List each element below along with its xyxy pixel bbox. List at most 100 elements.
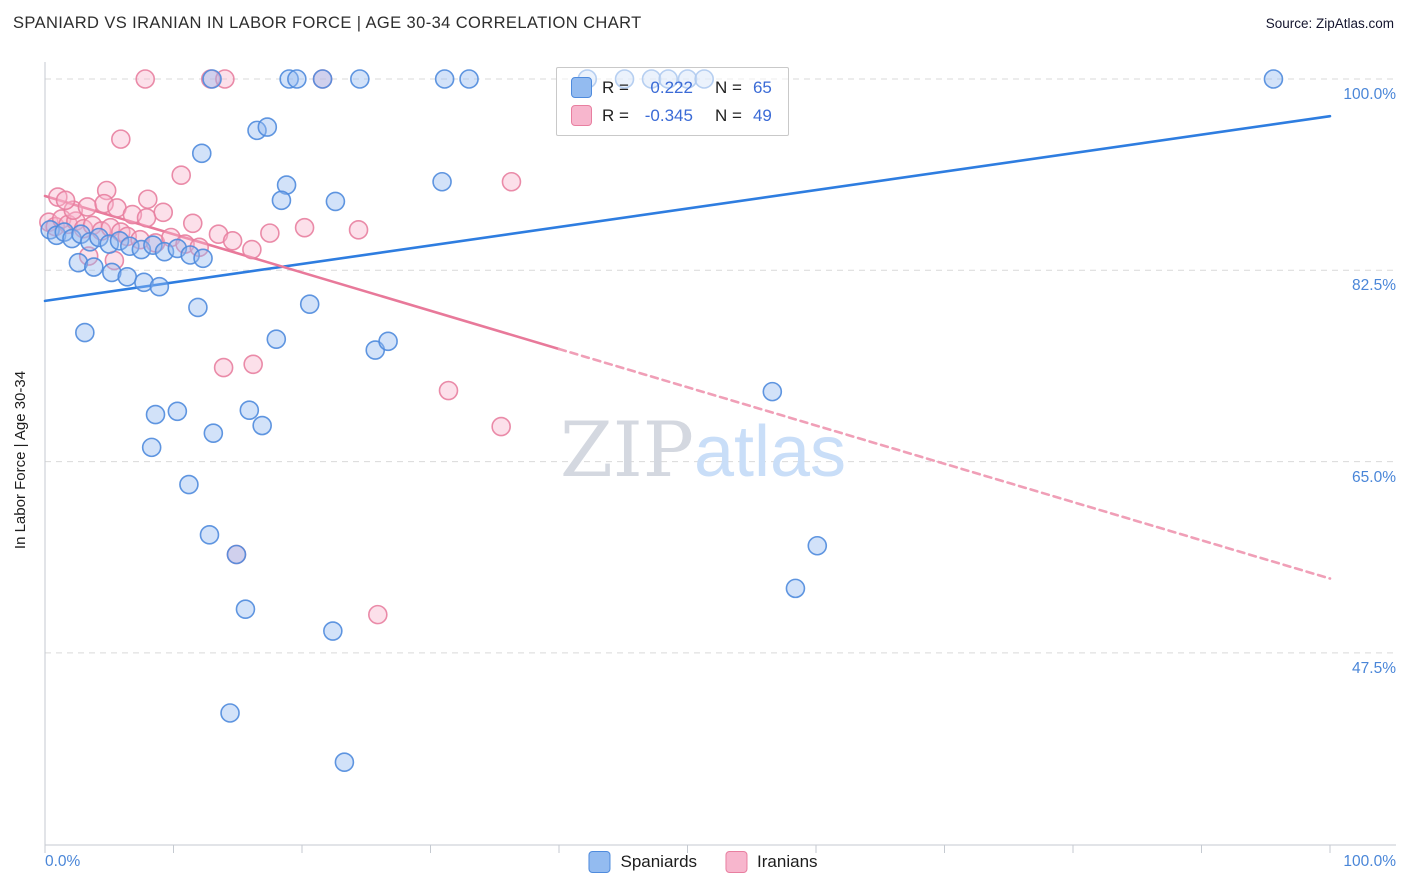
data-point-spaniards[interactable] <box>203 423 224 443</box>
spaniards-swatch <box>571 77 592 98</box>
data-point-iranians[interactable] <box>294 217 315 238</box>
data-point-iranians[interactable] <box>222 230 243 251</box>
data-point-spaniards[interactable] <box>191 143 212 164</box>
data-point-iranians[interactable] <box>138 189 158 210</box>
data-point-spaniards[interactable] <box>257 117 278 137</box>
data-point-iranians[interactable] <box>136 208 157 228</box>
data-point-spaniards[interactable] <box>131 239 152 260</box>
iranians-legend-swatch <box>725 851 748 873</box>
data-point-spaniards[interactable] <box>432 171 452 192</box>
data-point-spaniards[interactable] <box>117 267 138 287</box>
r-value-iranians: -0.345 <box>644 105 693 125</box>
data-point-spaniards[interactable] <box>167 401 188 422</box>
data-point-spaniards[interactable] <box>434 69 455 89</box>
y-axis-title: In Labor Force | Age 30-34 <box>12 370 29 550</box>
data-point-spaniards[interactable] <box>350 69 370 89</box>
n-label: N = <box>714 105 742 125</box>
data-point-spaniards[interactable] <box>271 190 292 211</box>
data-point-spaniards[interactable] <box>188 297 208 318</box>
data-point-iranians[interactable] <box>153 202 174 223</box>
spaniards-legend-swatch <box>588 851 611 873</box>
r-label: R = <box>602 105 629 125</box>
data-point-spaniards[interactable] <box>287 69 307 89</box>
source-attribution: Source: ZipAtlas.com <box>1265 16 1394 31</box>
data-point-spaniards[interactable] <box>325 191 346 212</box>
y-tick-label-82-5: 82.5% <box>1352 277 1396 294</box>
data-point-iranians[interactable] <box>182 213 203 234</box>
data-point-spaniards[interactable] <box>143 235 163 255</box>
data-point-iranians[interactable] <box>348 220 369 240</box>
data-point-iranians[interactable] <box>111 129 131 149</box>
data-point-iranians[interactable] <box>368 604 388 625</box>
data-point-iranians[interactable] <box>171 165 192 185</box>
data-point-spaniards[interactable] <box>141 437 162 458</box>
legend-row-iranians: R = -0.345 N = 49 <box>571 105 772 126</box>
data-point-spaniards[interactable] <box>199 525 220 545</box>
data-point-spaniards[interactable] <box>252 415 272 436</box>
data-point-spaniards[interactable] <box>1263 69 1284 89</box>
legend-item-spaniards[interactable]: Spaniards <box>588 851 697 873</box>
data-point-iranians[interactable] <box>213 357 234 378</box>
data-point-spaniards[interactable] <box>109 230 130 251</box>
data-point-spaniards[interactable] <box>179 474 199 495</box>
data-point-iranians[interactable] <box>78 246 99 266</box>
data-point-iranians[interactable] <box>501 171 522 192</box>
data-point-spaniards[interactable] <box>276 175 297 195</box>
data-point-spaniards[interactable] <box>134 272 154 293</box>
spaniards-legend-label: Spaniards <box>620 852 698 871</box>
page-title: SPANIARD VS IRANIAN IN LABOR FORCE | AGE… <box>13 14 642 32</box>
data-point-spaniards[interactable] <box>785 578 806 599</box>
data-point-spaniards[interactable] <box>226 544 247 565</box>
data-point-spaniards[interactable] <box>102 262 122 283</box>
data-point-spaniards[interactable] <box>80 232 100 252</box>
trend-line-spaniards <box>43 114 1332 303</box>
data-point-spaniards[interactable] <box>220 703 240 723</box>
trend-line-iranians <box>557 347 1332 580</box>
correlation-legend-box: R = 0.222 N = 65 R = -0.345 N = 49 <box>556 67 789 136</box>
data-point-iranians[interactable] <box>260 223 280 243</box>
data-point-spaniards[interactable] <box>239 400 260 421</box>
data-point-spaniards[interactable] <box>235 599 256 619</box>
data-point-spaniards[interactable] <box>89 227 109 248</box>
data-point-spaniards[interactable] <box>149 276 170 297</box>
data-point-spaniards[interactable] <box>762 381 783 402</box>
data-point-spaniards[interactable] <box>299 294 320 314</box>
data-point-spaniards[interactable] <box>145 404 166 425</box>
data-point-iranians[interactable] <box>77 197 98 217</box>
data-point-iranians[interactable] <box>135 69 156 89</box>
legend-row-spaniards: R = 0.222 N = 65 <box>571 77 772 98</box>
data-point-spaniards[interactable] <box>266 329 287 349</box>
data-point-spaniards[interactable] <box>54 222 75 242</box>
data-point-spaniards[interactable] <box>323 621 343 641</box>
iranians-swatch <box>571 105 592 126</box>
data-point-spaniards[interactable] <box>120 236 140 257</box>
r-value-spaniards: 0.222 <box>650 77 693 97</box>
x-tick-label-min: 0.0% <box>45 853 81 870</box>
r-label: R = <box>602 77 629 97</box>
data-point-iranians[interactable] <box>438 380 459 401</box>
data-point-spaniards[interactable] <box>378 331 398 352</box>
y-tick-label-100: 100.0% <box>1343 86 1396 103</box>
data-point-iranians[interactable] <box>242 239 262 260</box>
data-point-spaniards[interactable] <box>459 69 479 89</box>
data-point-spaniards[interactable] <box>279 69 299 89</box>
iranians-legend-label: Iranians <box>757 852 818 871</box>
data-point-spaniards[interactable] <box>75 322 95 343</box>
data-point-spaniards[interactable] <box>68 252 89 273</box>
legend-item-iranians[interactable]: Iranians <box>725 851 818 873</box>
data-point-spaniards[interactable] <box>193 248 213 269</box>
data-point-iranians[interactable] <box>55 190 76 211</box>
data-point-spaniards[interactable] <box>312 69 333 89</box>
data-point-spaniards[interactable] <box>334 752 355 772</box>
data-point-iranians[interactable] <box>243 354 263 375</box>
data-point-spaniards[interactable] <box>202 69 222 89</box>
data-point-iranians[interactable] <box>491 416 511 437</box>
y-tick-label-65: 65.0% <box>1352 469 1396 486</box>
series-legend: Spaniards Iranians <box>588 851 818 873</box>
data-point-spaniards[interactable] <box>84 257 104 277</box>
data-point-spaniards[interactable] <box>807 535 828 556</box>
n-label: N = <box>714 77 742 97</box>
n-value-spaniards: 65 <box>752 77 772 97</box>
x-tick-label-max: 100.0% <box>1343 853 1396 870</box>
